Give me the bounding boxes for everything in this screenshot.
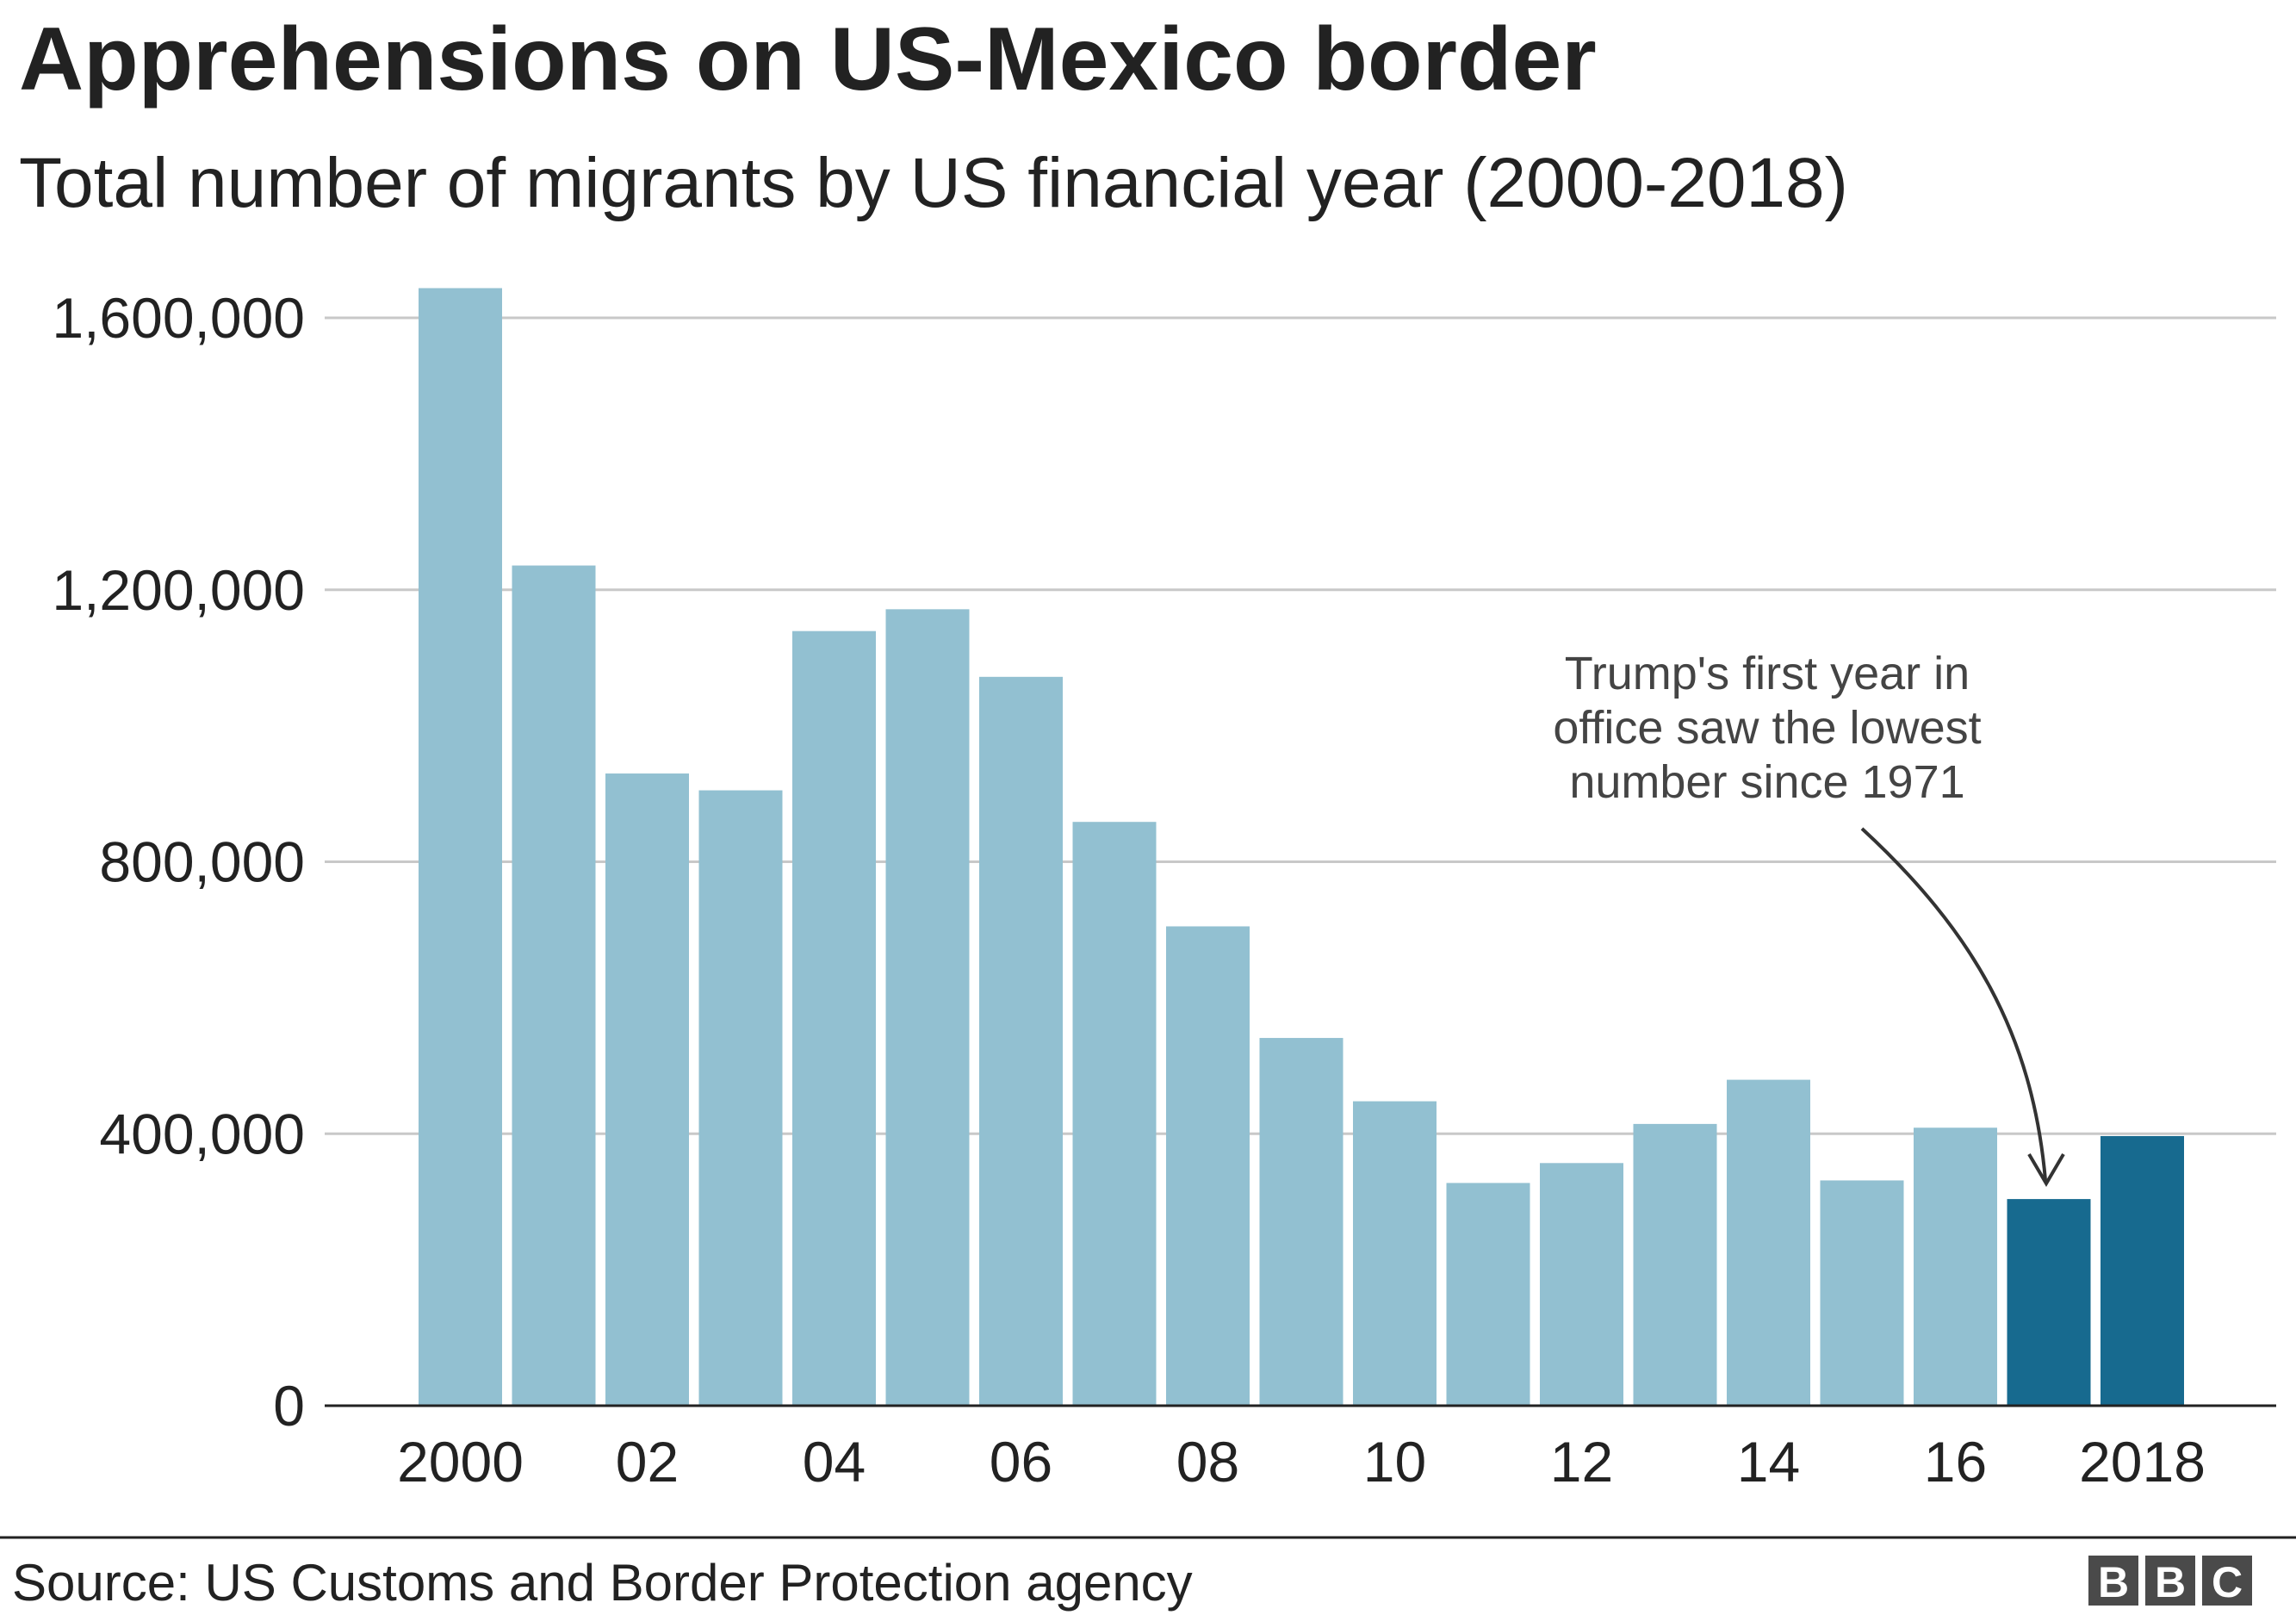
- x-tick-label: 14: [1737, 1430, 1800, 1494]
- x-tick-label: 10: [1363, 1430, 1426, 1494]
- bar-2008: [1166, 926, 1250, 1406]
- bar-2018: [2101, 1135, 2184, 1406]
- annotation-line-3: number since 1971: [1569, 756, 1964, 808]
- bar-2004: [792, 630, 876, 1406]
- x-tick-label: 2018: [2079, 1430, 2206, 1494]
- x-tick-label: 16: [1924, 1430, 1987, 1494]
- annotation-arrow: [1860, 827, 2047, 1181]
- x-tick-label: 06: [990, 1430, 1052, 1494]
- annotation-line-1: Trump's first year in: [1565, 648, 1970, 699]
- x-tick-label: 12: [1550, 1430, 1613, 1494]
- svg-text:B: B: [2155, 1558, 2186, 1606]
- svg-text:B: B: [2098, 1558, 2129, 1606]
- bar-2009: [1259, 1038, 1343, 1406]
- bar-2010: [1353, 1101, 1437, 1406]
- bar-2011: [1446, 1183, 1530, 1406]
- bar-2005: [885, 609, 970, 1406]
- bar-2014: [1727, 1079, 1810, 1406]
- svg-text:C: C: [2212, 1558, 2243, 1606]
- x-axis-ticks: 2000 02 04 06 08 10 12 14 16 2018: [397, 1430, 2206, 1494]
- annotation-line-2: office saw the lowest: [1553, 702, 1981, 754]
- bar-2000: [419, 288, 502, 1407]
- source-text: Source: US Customs and Border Protection…: [12, 1554, 1193, 1612]
- bbc-logo: B B C: [2088, 1556, 2252, 1606]
- annotation-arrowhead-icon: [2027, 1152, 2065, 1187]
- y-axis-ticks: 0 400,000 800,000 1,200,000 1,600,000: [52, 286, 305, 1438]
- chart-subtitle: Total number of migrants by US financial…: [19, 144, 1848, 222]
- bar-2013: [1633, 1123, 1717, 1406]
- x-tick-label: 2000: [397, 1430, 524, 1494]
- x-tick-label: 08: [1176, 1430, 1239, 1494]
- bar-2015: [1820, 1180, 1904, 1406]
- bar-2001: [512, 565, 596, 1406]
- annotation: Trump's first year in office saw the low…: [1553, 648, 2065, 1187]
- bar-2003: [698, 790, 783, 1406]
- x-tick-label: 02: [616, 1430, 679, 1494]
- bar-2006: [979, 676, 1063, 1406]
- y-tick-label: 1,200,000: [52, 558, 305, 622]
- y-tick-label: 1,600,000: [52, 286, 305, 350]
- y-tick-label: 0: [273, 1374, 305, 1438]
- bar-2007: [1072, 822, 1157, 1406]
- x-tick-label: 04: [803, 1430, 866, 1494]
- bar-2016: [1914, 1127, 1997, 1406]
- y-tick-label: 800,000: [99, 830, 305, 894]
- bars: [419, 288, 2184, 1407]
- chart-title: Apprehensions on US-Mexico border: [19, 9, 1597, 109]
- bar-2012: [1540, 1163, 1623, 1406]
- bar-2002: [605, 773, 689, 1406]
- bar-2017: [2007, 1199, 2091, 1406]
- y-tick-label: 400,000: [99, 1102, 305, 1165]
